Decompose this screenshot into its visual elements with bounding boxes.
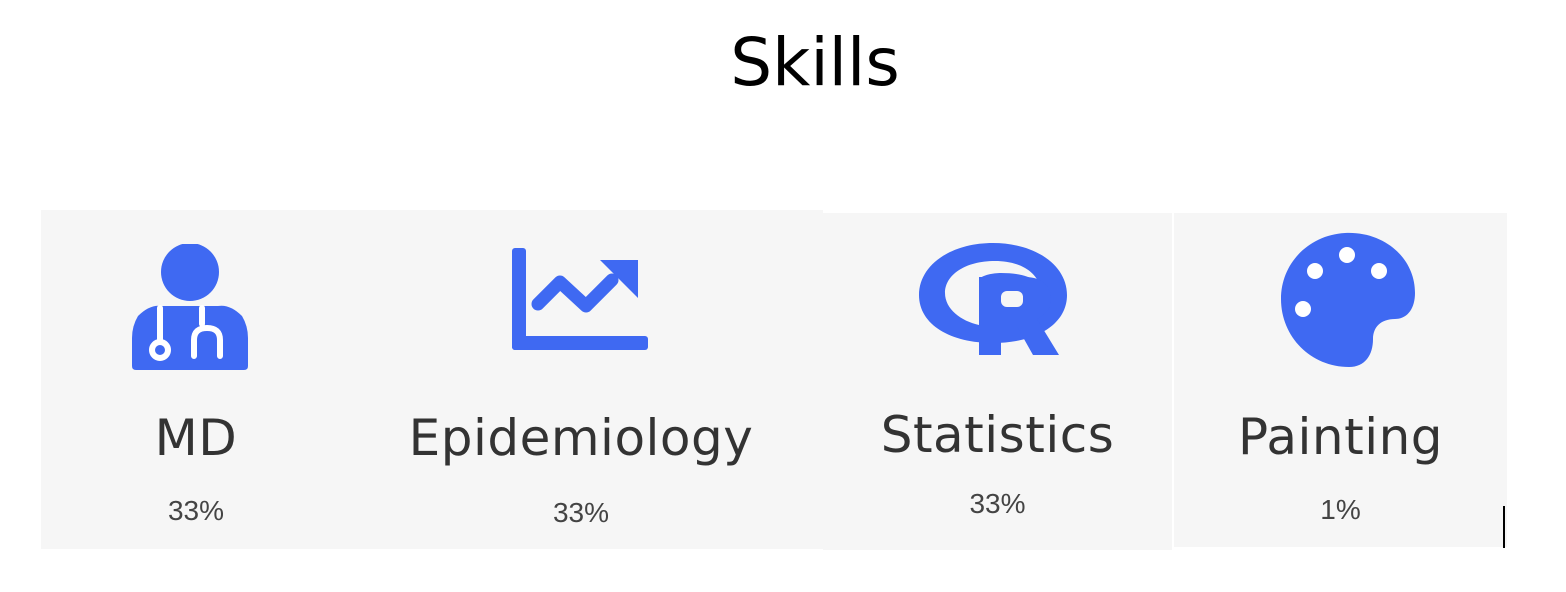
skill-card-painting: Painting 1% bbox=[1174, 213, 1507, 547]
r-logo-icon bbox=[917, 239, 1069, 359]
skill-percent-statistics: 33% bbox=[969, 488, 1026, 519]
text-cursor bbox=[1503, 506, 1505, 548]
page-title: Skills bbox=[730, 24, 900, 101]
skill-card-statistics: Statistics 33% bbox=[823, 213, 1172, 550]
skill-percent-painting: 1% bbox=[1320, 494, 1361, 525]
skill-label-painting: Painting bbox=[1237, 408, 1444, 466]
skill-label-statistics: Statistics bbox=[880, 406, 1115, 464]
doctor-icon bbox=[132, 244, 248, 372]
skill-percent-epidemiology: 33% bbox=[552, 497, 610, 528]
skill-card-md: MD 33% bbox=[41, 210, 351, 549]
skill-label-md: MD bbox=[154, 409, 238, 467]
skill-label-epidemiology: Epidemiology bbox=[408, 409, 754, 467]
trend-chart-icon bbox=[512, 248, 648, 350]
skill-card-epidemiology: Epidemiology 33% bbox=[351, 210, 811, 549]
palette-icon bbox=[1279, 231, 1417, 369]
skill-percent-md: 33% bbox=[167, 495, 225, 526]
skills-panel-middle bbox=[823, 213, 1172, 550]
